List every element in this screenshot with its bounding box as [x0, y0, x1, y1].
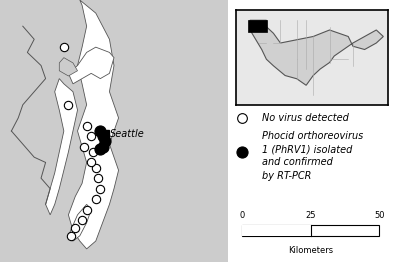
Polygon shape: [59, 58, 78, 76]
Polygon shape: [68, 47, 114, 84]
Text: 0: 0: [239, 211, 244, 220]
Polygon shape: [68, 0, 118, 249]
Bar: [248, 20, 267, 32]
Polygon shape: [68, 204, 91, 241]
Text: Kilometers: Kilometers: [288, 246, 333, 255]
Polygon shape: [250, 20, 383, 85]
Bar: [242, 225, 310, 236]
Text: Phocid orthoreovirus
1 (PhRV1) isolated
and confirmed
by RT-PCR: Phocid orthoreovirus 1 (PhRV1) isolated …: [262, 131, 364, 181]
Text: No virus detected: No virus detected: [262, 113, 349, 123]
Bar: [242, 225, 379, 236]
Text: Seattle: Seattle: [110, 129, 144, 139]
Text: 50: 50: [374, 211, 385, 220]
Polygon shape: [46, 79, 78, 215]
Text: 25: 25: [305, 211, 316, 220]
